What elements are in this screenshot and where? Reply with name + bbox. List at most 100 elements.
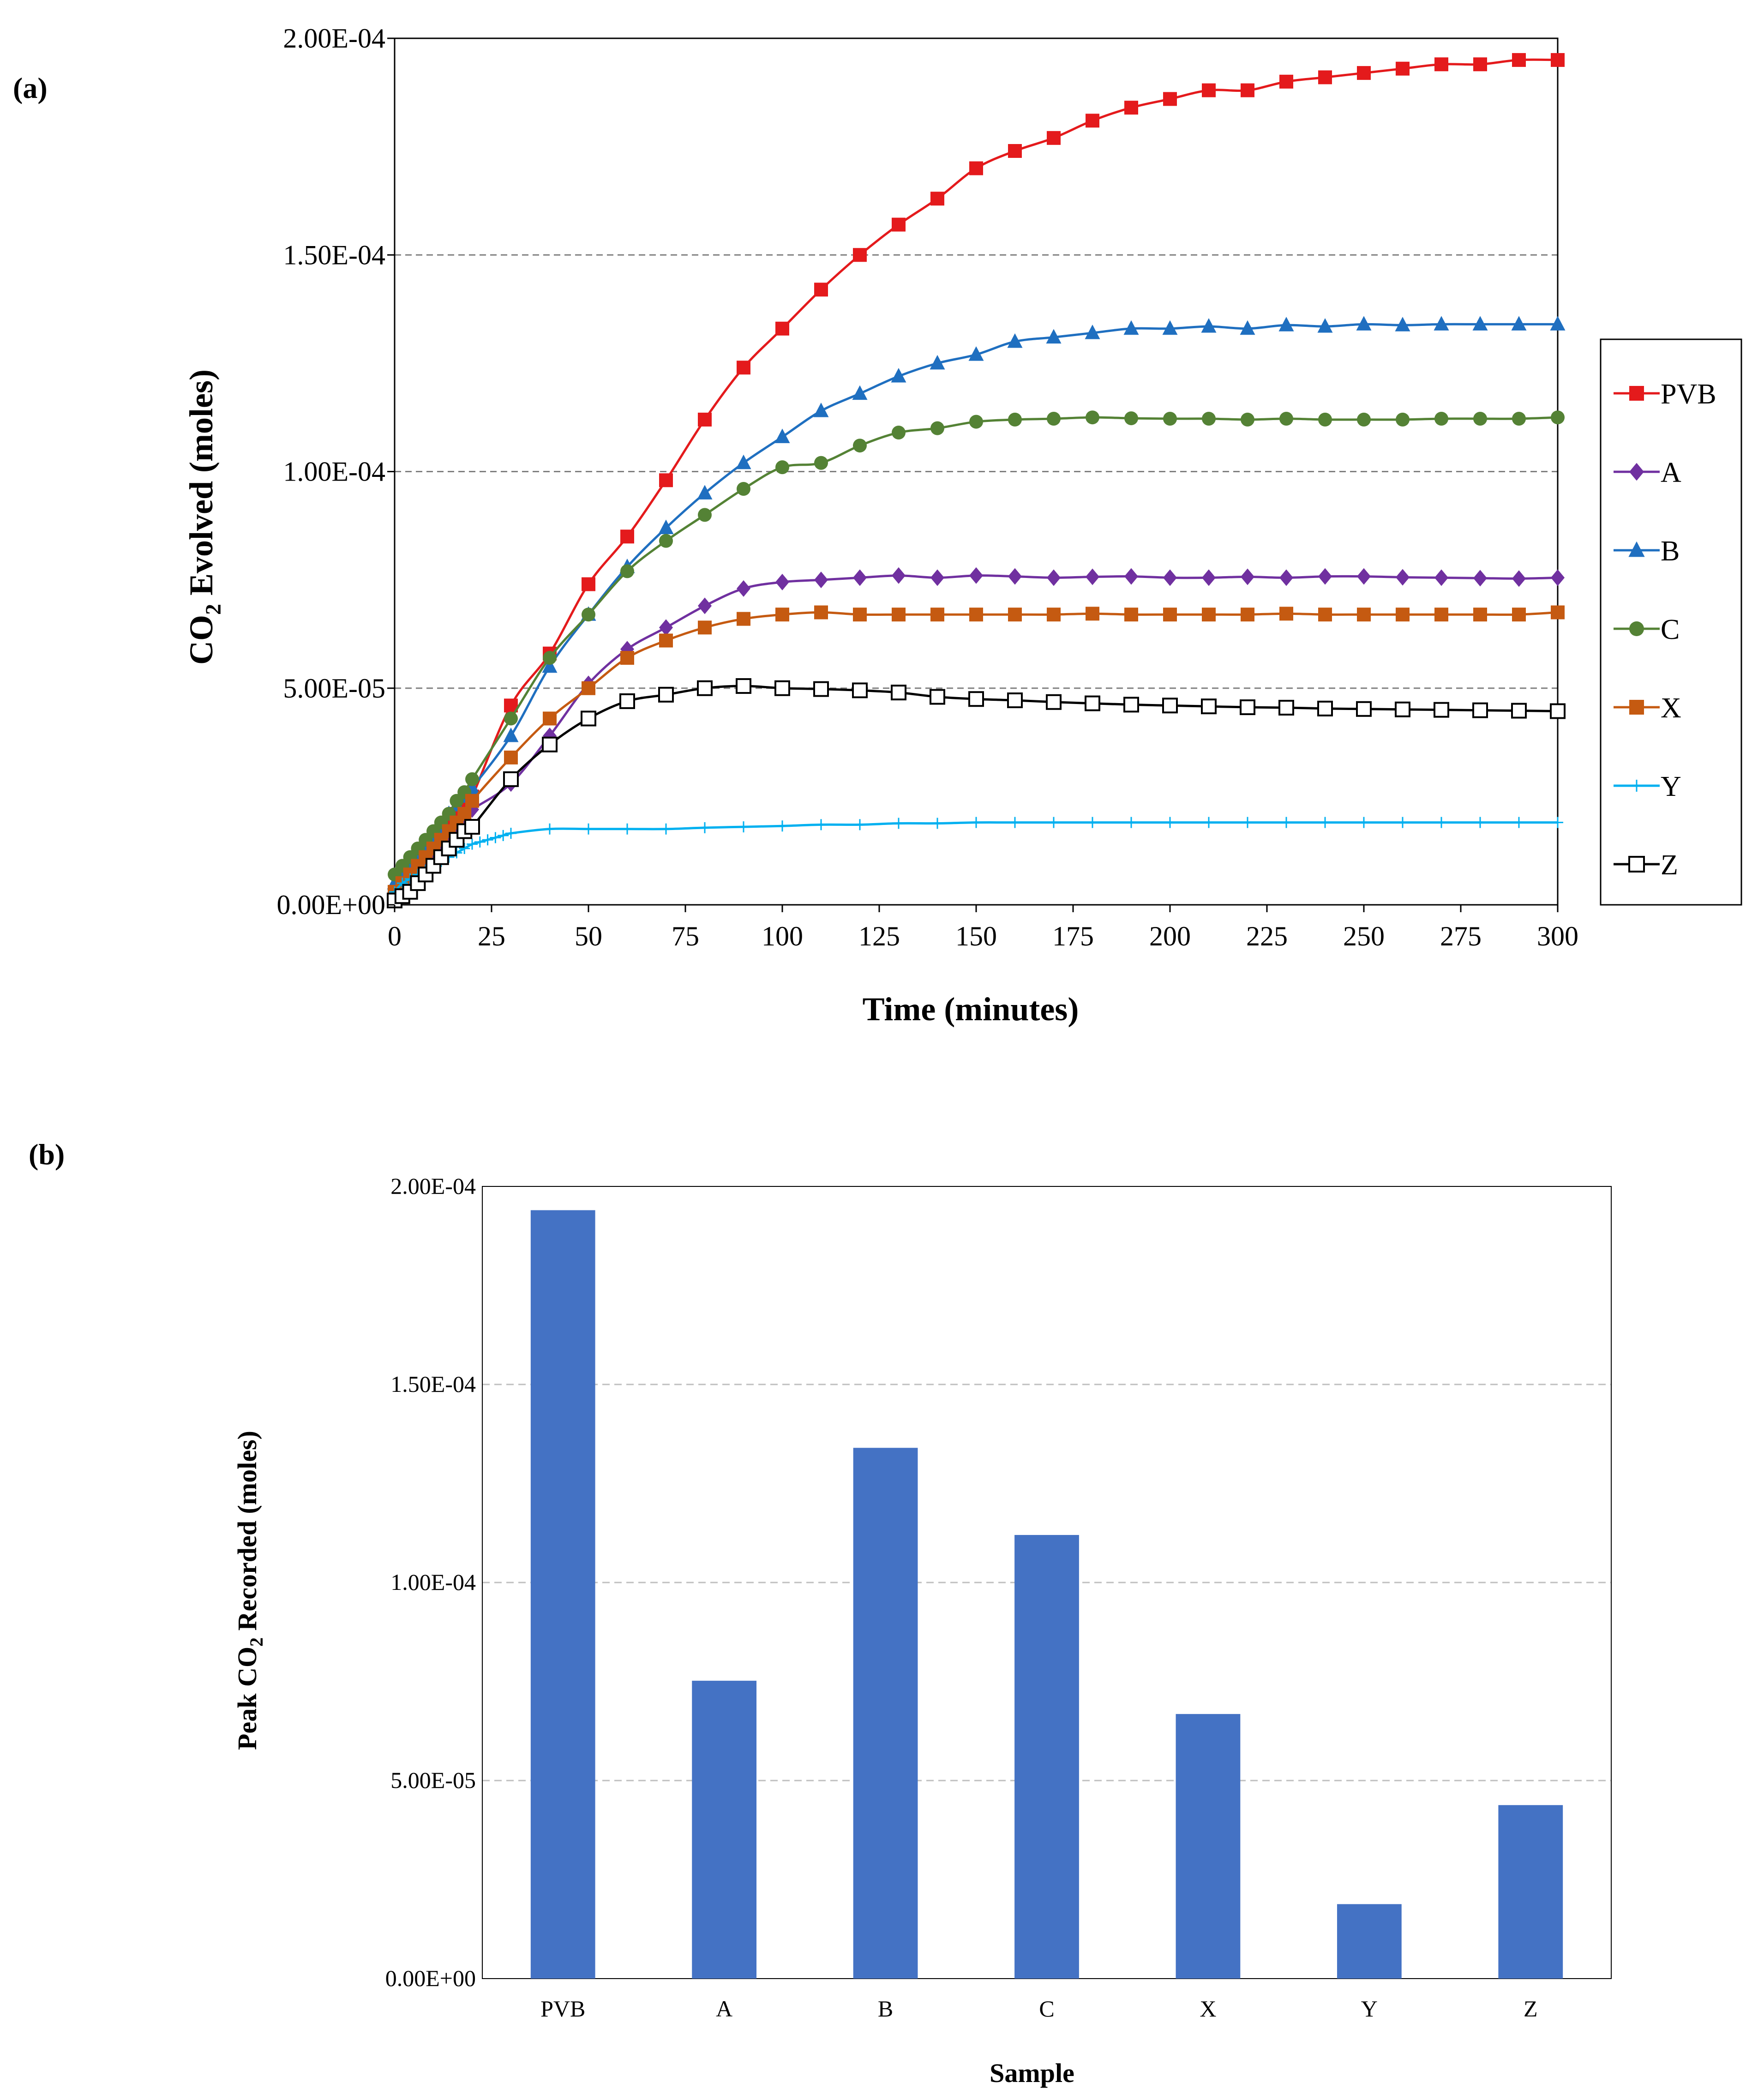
data-point-pvb [1086, 114, 1099, 128]
data-point-x [1124, 608, 1138, 622]
data-point-x [853, 608, 867, 622]
data-point-c [1047, 412, 1061, 426]
data-point-a [737, 580, 750, 597]
data-point-z [1046, 694, 1062, 710]
data-point-y [467, 838, 478, 850]
data-point-pvb [1512, 53, 1526, 67]
chart-b-x-ticks: PVB A B C X Y Z [540, 1996, 1537, 2022]
chart-a-x-tick-label: 150 [955, 921, 997, 951]
chart-a-x-tick-label: 0 [388, 921, 402, 951]
data-point-c [1318, 412, 1332, 427]
data-point-b [1317, 318, 1333, 333]
data-point-a [853, 569, 867, 586]
data-point-b [1278, 317, 1294, 331]
data-point-z [503, 771, 519, 787]
series-pvb [388, 53, 1565, 903]
data-point-a [1241, 568, 1254, 585]
series-line-pvb [393, 58, 1558, 897]
data-point-pvb [582, 577, 595, 591]
data-point-x [814, 605, 828, 620]
data-point-b [1201, 318, 1217, 333]
data-point-b [1550, 316, 1566, 331]
data-point-x [969, 608, 983, 622]
data-point-x [1512, 608, 1526, 622]
data-point-y [932, 818, 943, 829]
data-point-y [1009, 817, 1020, 828]
data-point-x [1396, 608, 1410, 622]
data-point-a [969, 567, 983, 584]
chart-a-gridlines [395, 254, 1558, 689]
data-point-y [474, 836, 486, 848]
chart-b-y-axis-title-rest: Recorded (moles) [232, 1431, 262, 1637]
data-point-z [813, 681, 829, 697]
data-point-y [1475, 817, 1486, 828]
chart-b-y-tick-label: 1.00E-04 [390, 1569, 476, 1595]
data-point-x [1551, 605, 1565, 620]
data-point-y [660, 823, 672, 835]
chart-a-y-tick-label: 0.00E+00 [277, 890, 386, 920]
data-point-x [892, 608, 906, 622]
data-point-a [1512, 570, 1526, 587]
data-point-c [737, 482, 750, 496]
data-point-a [1047, 569, 1061, 586]
data-point-y [1048, 817, 1059, 828]
data-point-pvb [1124, 101, 1138, 115]
data-point-z [736, 678, 751, 694]
data-point-b [736, 454, 751, 469]
data-point-y [1320, 817, 1331, 828]
data-point-pvb [814, 283, 828, 297]
chart-b-y-axis-title-subscript: 2 [246, 1637, 267, 1647]
series-b [387, 316, 1566, 890]
data-point-b [1046, 329, 1062, 344]
data-point-y [699, 822, 710, 833]
legend-item-z: Z [1614, 849, 1678, 881]
data-point-x [1357, 608, 1371, 622]
legend-swatch-marker [1628, 541, 1645, 557]
data-point-c [969, 415, 983, 429]
data-point-pvb [1279, 74, 1293, 89]
data-point-z [968, 691, 984, 707]
data-point-y [622, 823, 633, 835]
data-point-x [1086, 607, 1099, 621]
data-point-y [738, 821, 749, 833]
series-y [389, 817, 1563, 897]
bar-b [853, 1448, 918, 1979]
data-point-c [1202, 412, 1216, 426]
data-point-y [482, 834, 493, 846]
data-point-pvb [1318, 70, 1332, 84]
data-point-c [892, 426, 906, 440]
legend-label: A [1661, 457, 1681, 488]
data-point-c [1434, 412, 1448, 426]
data-point-z [658, 686, 674, 703]
bar-a [692, 1680, 757, 1979]
legend-label: Z [1661, 849, 1678, 881]
chart-a-x-tick-label: 25 [478, 921, 505, 951]
legend-item-pvb: PVB [1614, 379, 1716, 410]
data-point-c [1086, 410, 1099, 425]
data-point-z [1085, 695, 1100, 711]
data-point-pvb [659, 473, 673, 487]
data-point-x [737, 612, 750, 626]
chart-a-y-axis-title-main: CO [183, 615, 220, 665]
data-point-y [971, 817, 982, 828]
data-point-c [659, 534, 673, 548]
data-point-c [1512, 412, 1526, 426]
chart-a-x-tick-label: 300 [1537, 921, 1578, 951]
data-point-z [1356, 701, 1372, 717]
bar-y [1337, 1904, 1402, 1979]
chart-a-x-tick-label: 50 [575, 921, 602, 951]
panel-label-a: (a) [13, 72, 48, 104]
data-point-x [1047, 608, 1061, 622]
chart-a-y-tick-label: 5.00E-05 [283, 673, 385, 704]
data-point-pvb [1047, 131, 1061, 145]
bar-chart-b: 0.00E+00 5.00E-05 1.00E-04 1.50E-04 2.00E-04… [232, 1173, 1612, 2088]
data-point-b [503, 727, 519, 742]
data-point-y [1087, 817, 1098, 828]
chart-a-legend: PVB A B C X Y Z [1600, 338, 1742, 906]
data-point-pvb [1434, 57, 1448, 72]
data-point-b [1162, 320, 1178, 335]
bar-z [1498, 1805, 1563, 1979]
data-point-c [853, 439, 867, 453]
legend-swatch-marker [1629, 621, 1644, 636]
series-x [388, 605, 1565, 899]
